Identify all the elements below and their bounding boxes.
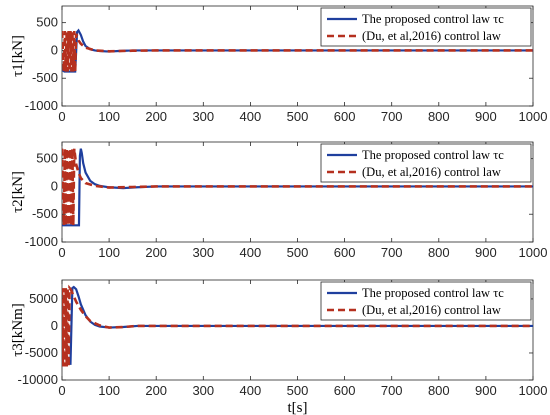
y-tick-label: -1000 xyxy=(25,98,58,113)
x-tick-label: 900 xyxy=(475,383,497,398)
legend-label: The proposed control law τc xyxy=(362,286,504,300)
legend-box xyxy=(320,143,532,183)
series-line-du-2016 xyxy=(62,148,533,226)
legend-box xyxy=(320,281,532,321)
x-tick-label: 0 xyxy=(58,383,65,398)
x-tick-label: 300 xyxy=(192,383,214,398)
x-tick-label: 400 xyxy=(240,245,262,260)
subplot-1: 0 100 200 300 400 500 600 700 800 900 1000 500 0 -500… xyxy=(10,5,548,124)
subplot-2: 0 100 200 300 400 500 600 700 800 900 1000 500 0 -500… xyxy=(10,141,548,260)
legend-box xyxy=(320,7,532,47)
legend-label: (Du, et al,2016) control law xyxy=(362,303,501,317)
y-tick-label: 0 xyxy=(51,318,58,333)
series-line-proposed xyxy=(62,148,533,227)
legend: The proposed control law τc (Du, et al,20… xyxy=(320,281,532,321)
x-tick-label: 0 xyxy=(58,109,65,124)
x-tick-label: 900 xyxy=(475,245,497,260)
series-line-du-2016 xyxy=(62,284,533,367)
x-tick-label: 300 xyxy=(192,245,214,260)
x-tick-label: 800 xyxy=(428,245,450,260)
x-tick-label: 1000 xyxy=(519,109,548,124)
subplot-3: 0 100 200 300 400 500 600 700 800 900 1000 5000 0 -50… xyxy=(10,279,548,415)
legend-label: The proposed control law τc xyxy=(362,148,504,162)
legend-label: (Du, et al,2016) control law xyxy=(362,165,501,179)
x-tick-label: 100 xyxy=(98,109,120,124)
x-tick-label: 200 xyxy=(145,109,167,124)
legend: The proposed control law τc (Du, et al,20… xyxy=(320,143,532,183)
x-tick-label: 500 xyxy=(287,383,309,398)
y-axis-label: τ2[kN] xyxy=(10,171,26,213)
y-axis-label: τ3[kNm] xyxy=(10,303,26,357)
y-tick-label: 5000 xyxy=(29,291,58,306)
legend-label: The proposed control law τc xyxy=(362,12,504,26)
y-tick-label: 500 xyxy=(36,15,58,30)
x-tick-label: 600 xyxy=(334,109,356,124)
x-tick-label: 700 xyxy=(381,245,403,260)
x-tick-label: 100 xyxy=(98,245,120,260)
x-tick-label: 100 xyxy=(98,383,120,398)
x-tick-label: 0 xyxy=(58,245,65,260)
y-tick-label: -500 xyxy=(32,206,58,221)
y-tick-label: -10000 xyxy=(18,372,58,387)
legend: The proposed control law τc (Du, et al,20… xyxy=(320,7,532,47)
x-tick-label: 700 xyxy=(381,109,403,124)
y-axis-label: τ1[kN] xyxy=(10,35,26,77)
y-tick-label: -500 xyxy=(32,70,58,85)
y-tick-label: -1000 xyxy=(25,234,58,249)
x-tick-label: 500 xyxy=(287,245,309,260)
y-tick-label: 500 xyxy=(36,151,58,166)
x-tick-label: 200 xyxy=(145,245,167,260)
x-tick-label: 200 xyxy=(145,383,167,398)
x-tick-label: 300 xyxy=(192,109,214,124)
x-tick-label: 1000 xyxy=(519,383,548,398)
x-tick-label: 500 xyxy=(287,109,309,124)
y-tick-label: -5000 xyxy=(25,345,58,360)
x-tick-label: 1000 xyxy=(519,245,548,260)
x-tick-label: 800 xyxy=(428,383,450,398)
legend-label: (Du, et al,2016) control law xyxy=(362,29,501,43)
x-tick-label: 400 xyxy=(240,383,262,398)
x-tick-label: 600 xyxy=(334,245,356,260)
y-tick-label: 0 xyxy=(51,178,58,193)
x-tick-label: 900 xyxy=(475,109,497,124)
x-tick-label: 700 xyxy=(381,383,403,398)
y-tick-label: 0 xyxy=(51,42,58,57)
series-line-du-2016 xyxy=(62,30,533,72)
x-axis-label: t[s] xyxy=(288,400,308,415)
x-tick-label: 800 xyxy=(428,109,450,124)
x-tick-label: 600 xyxy=(334,383,356,398)
x-tick-label: 400 xyxy=(240,109,262,124)
